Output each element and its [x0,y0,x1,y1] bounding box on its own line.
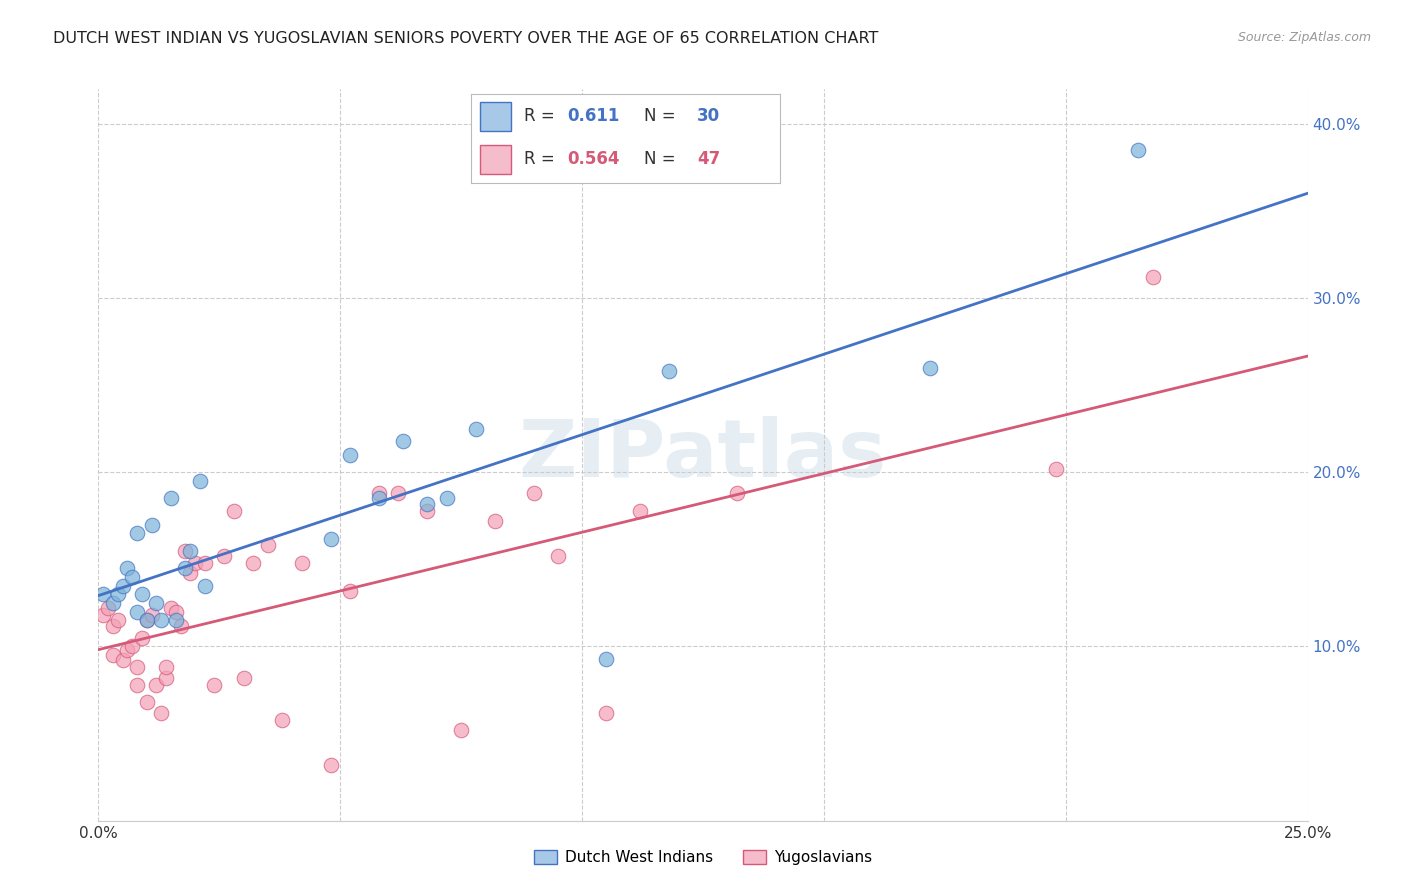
Point [127,678,149,692]
Point [920,360,942,375]
Text: 0.611: 0.611 [567,107,619,126]
Point [117,561,139,575]
Point [368,486,391,500]
Point [1142,270,1164,285]
Point [121,570,143,584]
Text: Source: ZipAtlas.com: Source: ZipAtlas.com [1237,31,1371,45]
Point [165,605,187,619]
Point [416,503,439,517]
Point [131,587,153,601]
Text: R =: R = [523,107,560,126]
Point [135,613,157,627]
Point [165,613,187,627]
Point [212,549,235,563]
Point [101,618,124,632]
Point [464,422,486,436]
Text: N =: N = [644,107,681,126]
Point [97,601,120,615]
Point [155,671,177,685]
Text: 30: 30 [697,107,720,126]
Point [141,517,163,532]
Point [184,556,207,570]
Text: R =: R = [523,150,560,168]
Point [1128,143,1150,157]
Point [416,497,439,511]
Point [271,713,294,727]
FancyBboxPatch shape [481,102,512,131]
Point [111,653,134,667]
Point [150,706,173,720]
Text: N =: N = [644,150,681,168]
Point [628,503,651,517]
Point [194,556,217,570]
Text: 0.564: 0.564 [567,150,620,168]
Point [658,364,681,378]
Point [131,631,153,645]
Point [101,596,124,610]
Point [194,578,217,592]
Point [145,596,167,610]
Point [436,491,458,506]
Point [135,613,157,627]
Point [107,613,129,627]
Point [169,618,191,632]
Point [339,583,361,598]
Point [160,601,183,615]
Point [339,448,361,462]
Point [150,613,173,627]
Point [523,486,546,500]
Point [547,549,569,563]
Point [387,486,409,500]
Point [392,434,415,448]
Point [242,556,264,570]
Point [222,503,245,517]
Point [232,671,254,685]
Point [111,578,134,592]
Point [450,723,472,737]
Point [319,758,342,772]
Point [101,648,124,663]
Point [174,543,197,558]
Point [595,706,617,720]
Point [319,532,342,546]
Point [595,651,617,665]
Text: 47: 47 [697,150,720,168]
Point [141,608,163,623]
Text: DUTCH WEST INDIAN VS YUGOSLAVIAN SENIORS POVERTY OVER THE AGE OF 65 CORRELATION : DUTCH WEST INDIAN VS YUGOSLAVIAN SENIORS… [53,31,879,46]
FancyBboxPatch shape [481,145,512,174]
Point [174,561,197,575]
Point [484,514,506,528]
Point [91,608,114,623]
Point [155,660,177,674]
Point [290,556,312,570]
Point [127,605,149,619]
Point [127,526,149,541]
Text: ZIPatlas: ZIPatlas [519,416,887,494]
Point [127,660,149,674]
Point [256,539,278,553]
Point [188,474,211,488]
Point [135,695,157,709]
Point [160,491,183,506]
Legend: Dutch West Indians, Yugoslavians: Dutch West Indians, Yugoslavians [527,844,879,871]
Point [179,566,201,581]
Point [107,587,129,601]
Point [145,678,167,692]
Point [117,643,139,657]
Point [179,543,201,558]
Point [91,587,114,601]
Point [204,678,226,692]
Point [121,640,143,654]
Point [368,491,391,506]
Point [1045,462,1067,476]
Point [725,486,748,500]
